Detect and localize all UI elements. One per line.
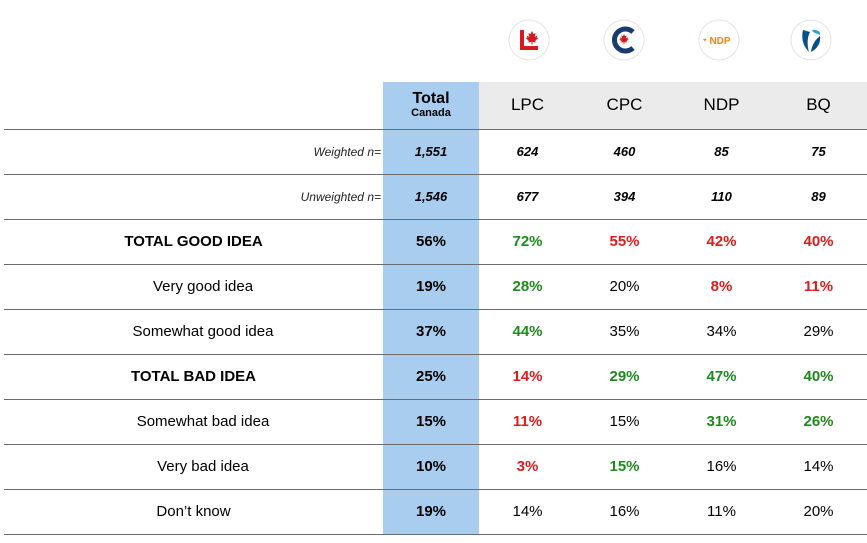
cell-lpc: 3% <box>479 444 576 490</box>
table-row: TOTAL GOOD IDEA 56% 72% 55% 42% 40% <box>4 219 867 265</box>
table-body: Weighted n= 1,551 624 460 85 75 Unweighted n= 1… <box>4 129 867 535</box>
cell-bq: 40% <box>770 354 867 400</box>
row-label: Weighted n= <box>4 129 383 175</box>
cell-total: 37% <box>383 309 479 355</box>
cell-cpc: 35% <box>576 309 673 355</box>
header-total: Total Canada <box>383 82 479 130</box>
cell-bq: 11% <box>770 264 867 310</box>
cell-bq: 40% <box>770 219 867 265</box>
cell-total: 56% <box>383 219 479 265</box>
cell-lpc: 72% <box>479 219 576 265</box>
svg-text:NDP: NDP <box>709 36 730 47</box>
cell-bq: 89 <box>770 174 867 220</box>
row-label: Somewhat good idea <box>4 309 383 355</box>
cell-total: 19% <box>383 264 479 310</box>
crosstab-table: Total Canada LPC CPC NDP BQ Weighted n= 1… <box>4 82 867 535</box>
header-row: Total Canada LPC CPC NDP BQ <box>4 82 867 130</box>
cell-cpc: 20% <box>576 264 673 310</box>
table-row: Very bad idea 10% 3% 15% 16% 14% <box>4 444 867 490</box>
bloc-fleur-icon <box>790 19 832 61</box>
table-row: TOTAL BAD IDEA 25% 14% 29% 47% 40% <box>4 354 867 400</box>
cell-bq: 75 <box>770 129 867 175</box>
row-label: TOTAL BAD IDEA <box>4 354 383 400</box>
table-row: Somewhat bad idea 15% 11% 15% 31% 26% <box>4 399 867 445</box>
header-blank <box>4 82 383 130</box>
cell-cpc: 460 <box>576 129 673 175</box>
row-label: TOTAL GOOD IDEA <box>4 219 383 265</box>
table-row: Unweighted n= 1,546 677 394 110 89 <box>4 174 867 220</box>
row-label: Unweighted n= <box>4 174 383 220</box>
cell-bq: 14% <box>770 444 867 490</box>
cell-lpc: 14% <box>479 489 576 535</box>
table-row: Weighted n= 1,551 624 460 85 75 <box>4 129 867 175</box>
party-logos: NDP <box>0 0 867 82</box>
table-row: Very good idea 19% 28% 20% 8% 11% <box>4 264 867 310</box>
header-ndp: NDP <box>673 82 770 130</box>
conservative-c-icon <box>603 19 645 61</box>
header-cpc: CPC <box>576 82 673 130</box>
cell-ndp: 8% <box>673 264 770 310</box>
row-label: Don’t know <box>4 489 383 535</box>
total-sublabel: Canada <box>411 106 451 119</box>
cell-bq: 20% <box>770 489 867 535</box>
cell-total: 25% <box>383 354 479 400</box>
liberal-maple-leaf-icon <box>508 19 550 61</box>
table-row: Don’t know 19% 14% 16% 11% 20% <box>4 489 867 535</box>
table-row: Somewhat good idea 37% 44% 35% 34% 29% <box>4 309 867 355</box>
cell-bq: 29% <box>770 309 867 355</box>
cell-total: 1,546 <box>383 174 479 220</box>
row-label: Very good idea <box>4 264 383 310</box>
header-lpc: LPC <box>479 82 576 130</box>
cell-cpc: 55% <box>576 219 673 265</box>
cell-ndp: 11% <box>673 489 770 535</box>
row-label: Very bad idea <box>4 444 383 490</box>
cell-ndp: 110 <box>673 174 770 220</box>
cell-total: 1,551 <box>383 129 479 175</box>
cell-lpc: 624 <box>479 129 576 175</box>
cell-total: 10% <box>383 444 479 490</box>
cell-lpc: 28% <box>479 264 576 310</box>
cell-lpc: 44% <box>479 309 576 355</box>
cell-cpc: 29% <box>576 354 673 400</box>
cell-ndp: 47% <box>673 354 770 400</box>
cell-ndp: 34% <box>673 309 770 355</box>
header-bq: BQ <box>770 82 867 130</box>
cell-lpc: 677 <box>479 174 576 220</box>
total-label: Total <box>412 90 450 108</box>
cell-bq: 26% <box>770 399 867 445</box>
row-label: Somewhat bad idea <box>4 399 383 445</box>
cell-cpc: 394 <box>576 174 673 220</box>
cell-ndp: 31% <box>673 399 770 445</box>
cell-ndp: 42% <box>673 219 770 265</box>
cell-total: 19% <box>383 489 479 535</box>
cell-cpc: 15% <box>576 399 673 445</box>
cell-total: 15% <box>383 399 479 445</box>
cell-ndp: 85 <box>673 129 770 175</box>
cell-lpc: 11% <box>479 399 576 445</box>
cell-cpc: 15% <box>576 444 673 490</box>
cell-cpc: 16% <box>576 489 673 535</box>
cell-lpc: 14% <box>479 354 576 400</box>
cell-ndp: 16% <box>673 444 770 490</box>
ndp-logo-icon: NDP <box>698 19 740 61</box>
